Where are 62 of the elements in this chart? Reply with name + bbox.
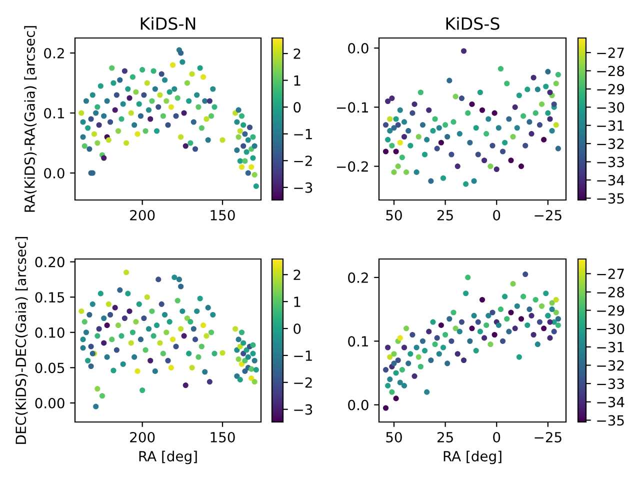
x-tick-label: 0 <box>493 432 500 442</box>
y-tick-label: 0.2 <box>44 48 64 58</box>
color-bar-label: −2 <box>294 156 312 166</box>
color-bar-label: −33 <box>597 156 624 168</box>
color-bar-label: −27 <box>597 48 624 58</box>
color-bar-label: −35 <box>597 415 624 426</box>
color-bar-label: 0 <box>294 102 301 113</box>
x-tick-label: −25 <box>534 210 562 220</box>
color-bar-label: −34 <box>597 396 624 408</box>
color-bar-label: 0 <box>294 323 301 334</box>
color-bar-label: −32 <box>597 360 624 371</box>
y-tick-label: −0.2 <box>337 161 368 172</box>
y-tick-label: 0.2 <box>348 272 368 283</box>
chart-title: KiDS-N <box>140 17 196 30</box>
x-tick-label: 50 <box>386 210 402 220</box>
color-bar-label: 2 <box>294 270 300 280</box>
y-tick-label: 0.1 <box>44 108 64 118</box>
color-bar-label: −28 <box>597 66 624 76</box>
x-tick-label: 25 <box>437 210 453 220</box>
color-bar-label: −34 <box>597 174 624 186</box>
color-bar-label: −30 <box>597 102 624 113</box>
y-tick-label: 0.10 <box>35 327 64 338</box>
x-axis-title: RA [deg] <box>444 450 502 464</box>
y-tick-label: 0.0 <box>348 43 368 54</box>
color-bar-label: −31 <box>597 342 624 352</box>
color-bar-label: −29 <box>597 84 624 94</box>
color-bar-label: 2 <box>294 48 300 59</box>
color-bar-label: 1 <box>294 75 300 86</box>
color-bar-label: −3 <box>294 182 312 193</box>
chart-title: KiDS-S <box>446 17 500 30</box>
color-bar-label: −29 <box>597 305 624 316</box>
color-bar-label: −2 <box>294 377 312 388</box>
y-tick-label: 0.0 <box>348 400 368 410</box>
color-bar-label: −28 <box>597 286 624 298</box>
x-tick-label: 0 <box>493 210 500 220</box>
color-bar-label: −31 <box>597 120 624 131</box>
color-bar-label: −1 <box>294 350 312 361</box>
y-axis-title: DEC(KiDS)-DEC(Gaia) [arcsec] <box>15 237 28 444</box>
x-tick-label: 200 <box>130 210 155 220</box>
x-tick-label: −25 <box>534 432 562 442</box>
y-tick-label: 0.1 <box>348 336 368 347</box>
y-axis-title: RA(KiDS)-RA(Gaia) [arcsec] <box>24 26 37 212</box>
color-bar-label: −33 <box>597 378 624 390</box>
x-axis-title: RA [deg] <box>139 450 197 464</box>
y-tick-label: 0.0 <box>44 168 64 178</box>
x-tick-label: 150 <box>210 210 235 220</box>
x-tick-label: 25 <box>437 432 453 442</box>
color-bar-label: −32 <box>597 138 624 150</box>
color-bar-label: −30 <box>597 324 624 334</box>
x-tick-label: 150 <box>210 432 235 442</box>
x-tick-label: 50 <box>386 432 402 442</box>
x-tick-label: 200 <box>130 432 155 442</box>
y-tick-label: 0.00 <box>35 398 64 408</box>
y-tick-label: 0.05 <box>35 362 64 374</box>
y-tick-label: 0.20 <box>35 256 64 268</box>
y-tick-label: 0.15 <box>35 292 64 303</box>
color-bar-label: −35 <box>597 193 624 204</box>
color-bar-label: −1 <box>294 129 312 140</box>
color-bar-label: −27 <box>597 268 624 279</box>
color-bar-label: −3 <box>294 404 312 415</box>
y-tick-label: −0.1 <box>337 102 368 113</box>
color-bar-label: 1 <box>294 296 300 307</box>
